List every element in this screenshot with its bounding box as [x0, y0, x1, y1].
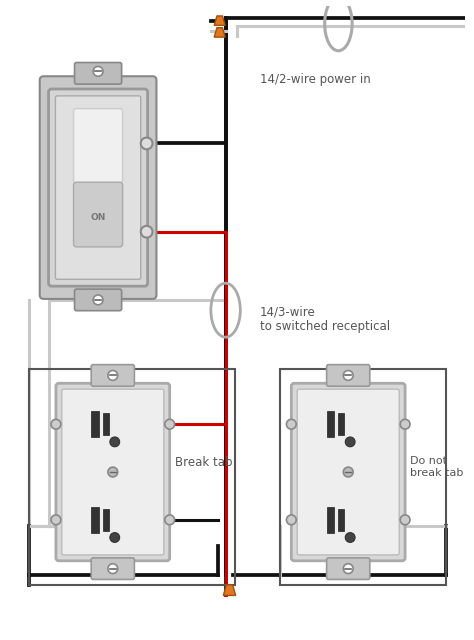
- FancyBboxPatch shape: [91, 558, 134, 579]
- Polygon shape: [223, 585, 236, 595]
- FancyBboxPatch shape: [292, 383, 405, 561]
- Circle shape: [108, 564, 118, 573]
- Circle shape: [110, 532, 119, 543]
- Circle shape: [400, 515, 410, 525]
- FancyBboxPatch shape: [40, 76, 156, 299]
- FancyBboxPatch shape: [327, 558, 370, 579]
- Circle shape: [110, 437, 119, 447]
- FancyBboxPatch shape: [91, 412, 99, 437]
- Circle shape: [165, 419, 174, 429]
- FancyBboxPatch shape: [338, 509, 344, 531]
- FancyBboxPatch shape: [56, 383, 170, 561]
- FancyBboxPatch shape: [55, 96, 141, 279]
- FancyBboxPatch shape: [103, 413, 109, 435]
- Circle shape: [141, 226, 153, 237]
- Circle shape: [165, 515, 174, 525]
- Circle shape: [343, 564, 353, 573]
- FancyBboxPatch shape: [91, 365, 134, 386]
- FancyBboxPatch shape: [327, 412, 335, 437]
- FancyBboxPatch shape: [73, 109, 123, 183]
- Circle shape: [93, 67, 103, 76]
- Text: 14/2-wire power in: 14/2-wire power in: [260, 73, 371, 86]
- Text: ON: ON: [91, 213, 106, 222]
- FancyBboxPatch shape: [74, 63, 122, 84]
- Bar: [29, 369, 236, 585]
- Circle shape: [108, 467, 118, 477]
- Circle shape: [51, 419, 61, 429]
- Circle shape: [51, 515, 61, 525]
- Circle shape: [141, 138, 153, 149]
- Text: Break tab: Break tab: [174, 456, 232, 468]
- FancyBboxPatch shape: [297, 389, 399, 555]
- Circle shape: [343, 467, 353, 477]
- FancyBboxPatch shape: [74, 289, 122, 310]
- FancyBboxPatch shape: [91, 507, 99, 532]
- FancyBboxPatch shape: [48, 89, 147, 286]
- FancyBboxPatch shape: [73, 182, 123, 247]
- Circle shape: [286, 515, 296, 525]
- FancyBboxPatch shape: [338, 413, 344, 435]
- FancyBboxPatch shape: [62, 389, 164, 555]
- Circle shape: [286, 419, 296, 429]
- FancyBboxPatch shape: [327, 507, 335, 532]
- FancyBboxPatch shape: [327, 365, 370, 386]
- Circle shape: [345, 532, 355, 543]
- Circle shape: [343, 371, 353, 380]
- Polygon shape: [214, 28, 225, 37]
- Circle shape: [108, 371, 118, 380]
- FancyBboxPatch shape: [103, 509, 109, 531]
- Polygon shape: [214, 16, 225, 26]
- Circle shape: [345, 437, 355, 447]
- Circle shape: [93, 295, 103, 305]
- Circle shape: [400, 419, 410, 429]
- Text: Do not
break tab: Do not break tab: [410, 456, 464, 478]
- Text: 14/3-wire
to switched receptical: 14/3-wire to switched receptical: [260, 305, 390, 333]
- Bar: [280, 369, 447, 585]
